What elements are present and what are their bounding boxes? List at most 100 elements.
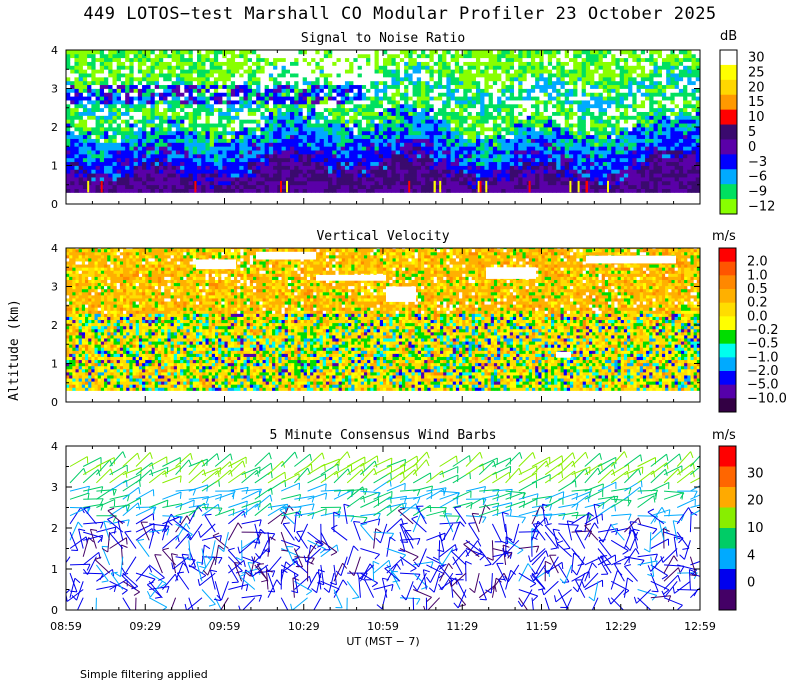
colorbar-label: −12 xyxy=(748,200,775,215)
x-tick-label: 12:59 xyxy=(684,620,716,633)
colorbar-swatch xyxy=(720,139,737,155)
colorbar-swatch xyxy=(719,343,736,358)
colorbar-swatch xyxy=(719,261,736,276)
colorbar-label: 2.0 xyxy=(747,255,768,270)
colorbar-swatch xyxy=(719,384,736,399)
colorbar-swatch xyxy=(720,64,737,81)
colorbar-swatch xyxy=(719,589,736,611)
colorbar-label: 0 xyxy=(747,576,755,591)
colorbar-swatch xyxy=(720,50,737,66)
colorbar-label: 0.5 xyxy=(747,282,768,297)
panel-2-frame xyxy=(65,445,701,611)
colorbar-label: −1.0 xyxy=(747,350,779,365)
colorbar-label: 25 xyxy=(748,65,765,80)
colorbar-label: −10.0 xyxy=(747,391,787,406)
y-tick-label: 1 xyxy=(51,563,58,576)
colorbar-swatch xyxy=(720,109,737,126)
colorbar-label: −9 xyxy=(748,185,767,200)
colorbar-swatch xyxy=(720,199,737,215)
x-tick-label: 11:29 xyxy=(446,620,478,633)
wind-unit-label: m/s xyxy=(712,428,736,443)
panel-1-axes: 0 1 2 3 4 xyxy=(51,242,701,409)
colorbar-swatch xyxy=(719,398,736,413)
colorbar-label: −6 xyxy=(748,170,767,185)
y-tick-label: 2 xyxy=(51,319,58,332)
colorbar-swatch xyxy=(719,357,736,372)
colorbar-swatch xyxy=(720,154,737,170)
y-tick-label: 0 xyxy=(51,396,58,409)
colorbar-swatch xyxy=(719,528,736,549)
colorbar-label: 0 xyxy=(748,140,756,155)
colorbar-swatch xyxy=(719,302,736,317)
x-tick-label: 08:59 xyxy=(50,620,82,633)
snr-panel-title: Signal to Noise Ratio xyxy=(301,31,465,46)
wind-barbs xyxy=(66,451,700,610)
colorbar-swatch xyxy=(719,569,736,590)
colorbar-swatch xyxy=(719,487,736,508)
snr-unit-label: dB xyxy=(720,29,737,44)
colorbar-label: −0.5 xyxy=(747,337,779,352)
x-tick-label: 10:29 xyxy=(288,620,320,633)
footer-note: Simple filtering applied xyxy=(80,668,208,681)
colorbar-swatch xyxy=(719,330,736,345)
snr-heatmap xyxy=(66,50,700,193)
colorbar-swatch xyxy=(720,124,737,140)
colorbar-label: 20 xyxy=(748,80,765,95)
colorbar-label: 30 xyxy=(748,51,765,66)
colorbar-swatch xyxy=(720,184,737,200)
y-tick-label: 3 xyxy=(51,281,58,294)
y-tick-label: 2 xyxy=(51,522,58,535)
velocity-unit-label: m/s xyxy=(712,229,736,244)
y-tick-label: 4 xyxy=(51,440,58,453)
colorbar-label: 15 xyxy=(748,95,765,110)
y-tick-label: 4 xyxy=(51,44,58,57)
colorbar-swatch xyxy=(720,169,737,185)
colorbar-swatch xyxy=(719,289,736,304)
x-tick-label: 10:59 xyxy=(367,620,399,633)
colorbar-label: 5 xyxy=(748,125,756,140)
colorbar-label: 30 xyxy=(747,466,764,481)
colorbar-swatch xyxy=(719,548,736,570)
wind-panel-title: 5 Minute Consensus Wind Barbs xyxy=(270,428,497,443)
x-tick-label: 12:29 xyxy=(605,620,637,633)
colorbar-swatch xyxy=(719,371,736,386)
main-title: 449 LOTOS−test Marshall CO Modular Profi… xyxy=(83,4,717,24)
colorbar-swatch xyxy=(719,275,736,290)
colorbar-swatch xyxy=(719,466,736,488)
colorbar-label: 4 xyxy=(747,548,755,563)
y-tick-label: 3 xyxy=(51,481,58,494)
x-tick-label: 09:59 xyxy=(209,620,241,633)
panel-2-colorbar: 30 20 10 4 0 xyxy=(718,445,764,611)
colorbar-swatch xyxy=(720,79,737,96)
x-axis-label: UT (MST − 7) xyxy=(346,635,419,648)
panel-2-axes: 0 1 2 3 4 xyxy=(51,440,701,617)
y-tick-label: 4 xyxy=(51,242,58,255)
y-axis-label: Altitude (km) xyxy=(7,299,22,401)
x-tick-label: 11:59 xyxy=(526,620,558,633)
colorbar-label: 1.0 xyxy=(747,268,768,283)
colorbar-swatch xyxy=(720,94,737,111)
colorbar-label: −2.0 xyxy=(747,364,779,379)
panel-1-colorbar: 2.01.00.50.20.0−0.2−0.5−1.0−2.0−5.0−10.0 xyxy=(718,247,787,413)
velocity-heatmap xyxy=(66,248,700,391)
y-tick-label: 2 xyxy=(51,121,58,134)
colorbar-swatch xyxy=(719,316,736,331)
colorbar-swatch xyxy=(719,507,736,529)
velocity-panel-title: Vertical Velocity xyxy=(316,229,449,244)
colorbar-label: 10 xyxy=(748,110,765,125)
y-tick-label: 3 xyxy=(51,83,58,96)
colorbar-label: 0.2 xyxy=(747,296,768,311)
y-tick-label: 1 xyxy=(51,160,58,173)
panel-0-axes: 0 1 2 3 4 xyxy=(51,44,701,211)
colorbar-label: −5.0 xyxy=(747,378,779,393)
colorbar-label: 20 xyxy=(747,494,764,509)
colorbar-label: −3 xyxy=(748,155,767,170)
colorbar-label: −0.2 xyxy=(747,323,779,338)
colorbar-swatch xyxy=(719,248,736,263)
y-tick-label: 0 xyxy=(51,198,58,211)
y-tick-label: 0 xyxy=(51,604,58,617)
x-tick-label: 09:29 xyxy=(129,620,161,633)
colorbar-label: 10 xyxy=(747,521,764,536)
